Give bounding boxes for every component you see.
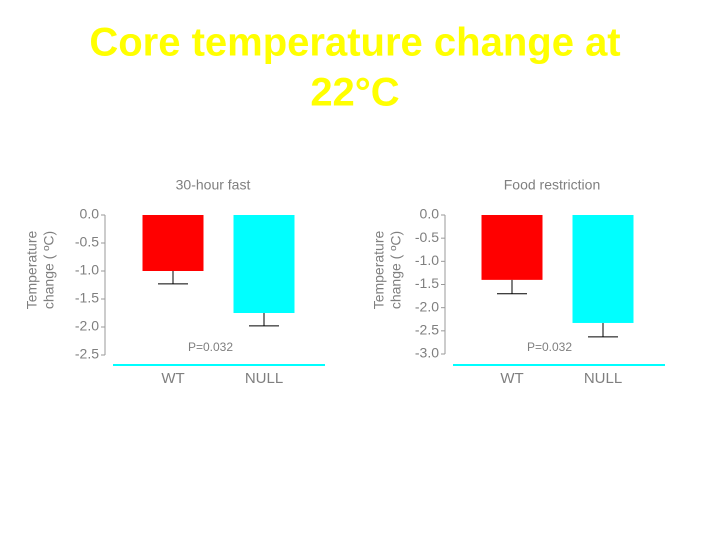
bar (572, 215, 634, 323)
x-tick-label: WT (161, 370, 184, 387)
y-tick-label: -0.5 (415, 229, 439, 245)
bar (481, 215, 543, 280)
annotation: P=0.032 (527, 340, 572, 354)
y-axis-label: Temperature (24, 230, 40, 309)
x-tick-label: WT (500, 370, 523, 387)
y-tick-label: -2.5 (75, 346, 99, 362)
y-axis-label: change ( ºC) (388, 231, 404, 309)
y-tick-label: -2.0 (415, 298, 439, 314)
bar (142, 215, 204, 271)
y-tick-label: -3.0 (415, 345, 439, 361)
y-tick-label: -2.0 (75, 318, 99, 334)
annotation: P=0.032 (188, 340, 233, 354)
chart-title: Food restriction (504, 177, 600, 193)
y-tick-label: 0.0 (80, 206, 100, 222)
y-tick-label: -1.5 (415, 275, 439, 291)
y-axis-label: change ( ºC) (41, 231, 57, 309)
y-tick-label: -2.5 (415, 322, 439, 338)
slide-title: Core temperature change at (89, 21, 620, 65)
y-tick-label: -0.5 (75, 234, 99, 250)
y-axis-label: Temperature (371, 230, 387, 309)
y-tick-label: -1.0 (75, 262, 99, 278)
y-tick-label: -1.5 (75, 290, 99, 306)
x-tick-label: NULL (584, 370, 622, 387)
chart-title: 30-hour fast (176, 177, 251, 193)
y-tick-label: -1.0 (415, 252, 439, 268)
slide-title: 22°C (310, 71, 399, 115)
bar (233, 215, 295, 313)
y-tick-label: 0.0 (420, 206, 440, 222)
x-tick-label: NULL (245, 370, 283, 387)
